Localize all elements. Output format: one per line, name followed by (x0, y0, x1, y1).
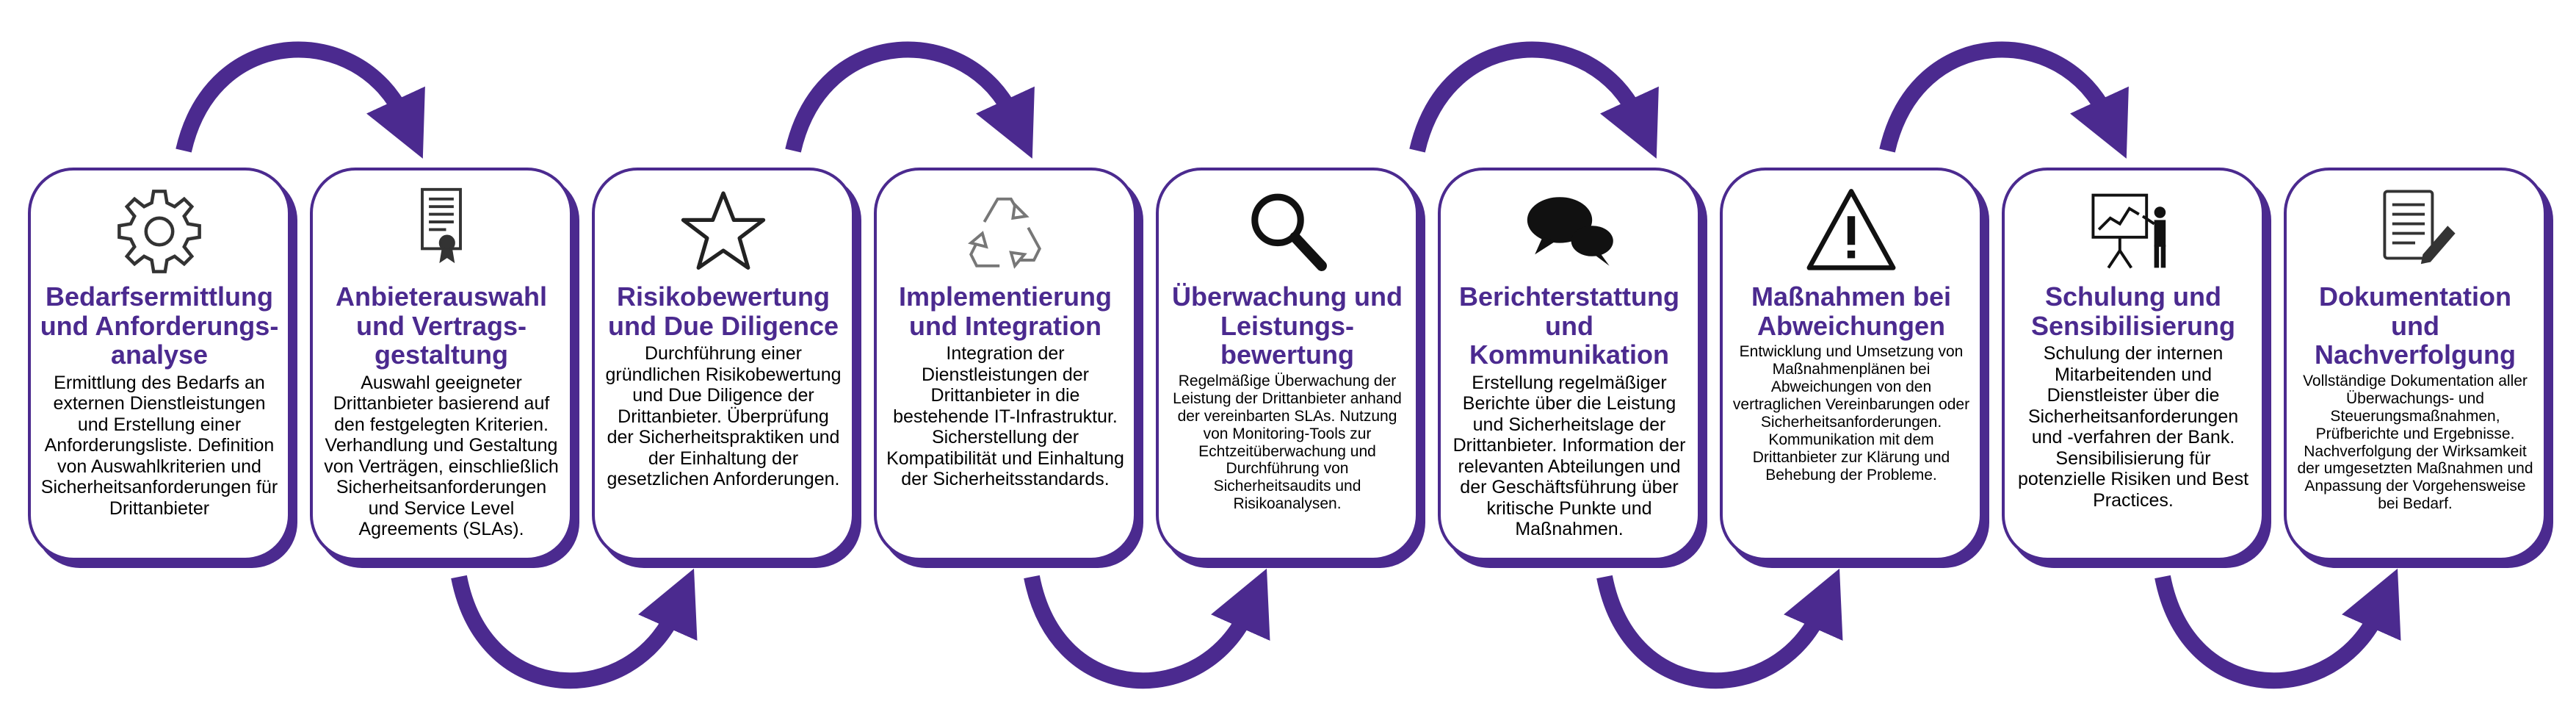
certificate-icon (394, 184, 489, 279)
step-card-5: Überwachung und Leistungs-bewertung Rege… (1156, 168, 1419, 561)
gear-icon (112, 184, 207, 279)
arrow-bottom-4 (2154, 568, 2401, 689)
step-card-8: Schulung und Sensibilisierung Schulung d… (2002, 168, 2265, 561)
step-card-3: Risikobewertung und Due Diligence Durchf… (592, 168, 855, 561)
step-card-1: Bedarfsermittlung und Anforderungs-analy… (28, 168, 291, 561)
step-title: Überwachung und Leistungs-bewertung (1172, 281, 1403, 370)
step-title: Dokumentation und Nachverfolgung (2314, 281, 2517, 370)
step-description: Integration der Dienstleistungen der Dri… (886, 343, 1124, 490)
step-title: Implementierung und Integration (898, 281, 1112, 341)
document-pen-icon (2367, 184, 2463, 279)
presentation-icon (2085, 184, 2181, 279)
arrow-bottom-2 (1024, 568, 1270, 689)
step-title: Schulung und Sensibilisierung (2030, 281, 2236, 341)
step-title: Anbieterauswahl und Vertrags-gestaltung (335, 281, 548, 370)
step-card-9: Dokumentation und Nachverfolgung Vollstä… (2284, 168, 2547, 561)
step-title: Berichterstattung und Kommunikation (1458, 281, 1680, 370)
chat-bubbles-icon (1522, 184, 1617, 279)
step-description: Durchführung einer gründlichen Risikobew… (605, 343, 842, 490)
step-card-6: Berichterstattung und Kommunikation Erst… (1438, 168, 1701, 561)
arrow-top-4 (1879, 41, 2129, 159)
recycle-icon (958, 184, 1053, 279)
step-card-2: Anbieterauswahl und Vertrags-gestaltung … (310, 168, 573, 561)
step-card-7: Maßnahmen bei Abweichungen Entwicklung u… (1720, 168, 1983, 561)
step-description: Auswahl geeigneter Drittanbieter basiere… (324, 372, 559, 540)
arrow-bottom-1 (451, 568, 698, 689)
star-icon (676, 184, 771, 279)
arrow-bottom-3 (1596, 568, 1843, 689)
step-description: Erstellung regelmäßiger Berichte über di… (1452, 372, 1686, 540)
step-title: Maßnahmen bei Abweichungen (1751, 281, 1952, 341)
step-description: Entwicklung und Umsetzung von Maßnahmenp… (1732, 343, 1970, 484)
step-title: Bedarfsermittlung und Anforderungs-analy… (40, 281, 279, 370)
step-description: Ermittlung des Bedarfs an externen Diens… (40, 372, 278, 519)
step-card-4: Implementierung und Integration Integrat… (874, 168, 1137, 561)
magnifier-icon (1240, 184, 1335, 279)
arrow-top-3 (1409, 41, 1659, 159)
step-description: Vollständige Dokumentation aller Überwac… (2297, 372, 2533, 513)
step-description: Schulung der internen Mitarbeitenden und… (2017, 343, 2249, 511)
step-title: Risikobewertung und Due Diligence (607, 281, 839, 341)
step-description: Regelmäßige Überwachung der Leistung der… (1173, 372, 1402, 513)
warning-icon (1803, 184, 1899, 279)
arrow-top-1 (176, 41, 425, 159)
arrow-top-2 (785, 41, 1035, 159)
